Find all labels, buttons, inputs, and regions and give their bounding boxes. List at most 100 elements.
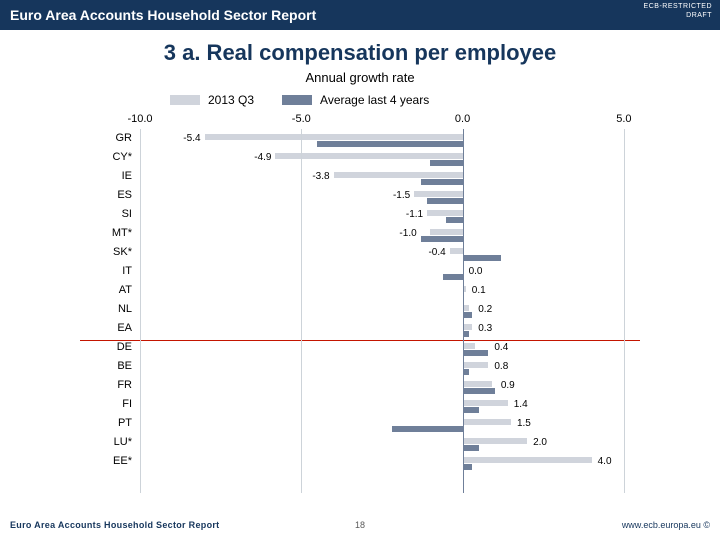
table-row: PT1.5 bbox=[140, 416, 640, 435]
chart-area: 2013 Q3 Average last 4 years GR-5.4CY*-4… bbox=[80, 93, 640, 493]
bar-value-label: 0.3 bbox=[478, 323, 492, 334]
bar-value-label: -5.4 bbox=[183, 133, 200, 144]
footer-left: Euro Area Accounts Household Sector Repo… bbox=[10, 520, 219, 530]
bar-value-label: -1.0 bbox=[399, 228, 416, 239]
header-bar: Euro Area Accounts Household Sector Repo… bbox=[0, 0, 720, 30]
bar-avg bbox=[427, 198, 462, 204]
bar-avg bbox=[443, 274, 462, 280]
legend-swatch-avg bbox=[282, 95, 312, 105]
table-row: SI-1.1 bbox=[140, 207, 640, 226]
bar-q3 bbox=[463, 457, 592, 463]
gridline bbox=[301, 129, 302, 493]
footer-page-number: 18 bbox=[355, 520, 365, 530]
legend: 2013 Q3 Average last 4 years bbox=[170, 93, 429, 107]
bar-q3 bbox=[463, 324, 473, 330]
legend-item-avg: Average last 4 years bbox=[282, 93, 429, 107]
table-row: EA0.3 bbox=[140, 321, 640, 340]
bar-avg bbox=[463, 312, 473, 318]
bar-value-label: 0.8 bbox=[494, 361, 508, 372]
bar-q3 bbox=[450, 248, 463, 254]
row-label: CY* bbox=[80, 151, 132, 163]
bar-avg bbox=[463, 464, 473, 470]
footer: Euro Area Accounts Household Sector Repo… bbox=[10, 520, 710, 530]
row-label: MT* bbox=[80, 227, 132, 239]
row-label: IE bbox=[80, 170, 132, 182]
x-tick-label: -10.0 bbox=[127, 113, 152, 125]
row-label: ES bbox=[80, 189, 132, 201]
legend-item-q3: 2013 Q3 bbox=[170, 93, 254, 107]
table-row: IT0.0 bbox=[140, 264, 640, 283]
bar-q3 bbox=[463, 362, 489, 368]
bar-q3 bbox=[427, 210, 462, 216]
bar-q3 bbox=[463, 343, 476, 349]
bar-avg bbox=[446, 217, 462, 223]
table-row: EE*4.0 bbox=[140, 454, 640, 473]
x-tick-label: 0.0 bbox=[455, 113, 470, 125]
bar-avg bbox=[392, 426, 463, 432]
table-row: SK*-0.4 bbox=[140, 245, 640, 264]
table-row: ES-1.5 bbox=[140, 188, 640, 207]
row-label: FI bbox=[80, 398, 132, 410]
bar-avg bbox=[463, 388, 495, 394]
table-row: CY*-4.9 bbox=[140, 150, 640, 169]
legend-label-q3: 2013 Q3 bbox=[208, 93, 254, 107]
chart-subtitle: Annual growth rate bbox=[0, 70, 720, 85]
bar-q3 bbox=[430, 229, 462, 235]
bar-avg bbox=[430, 160, 462, 166]
bar-q3 bbox=[463, 381, 492, 387]
row-label: NL bbox=[80, 303, 132, 315]
table-row: FI1.4 bbox=[140, 397, 640, 416]
row-label: EA bbox=[80, 322, 132, 334]
bar-value-label: 1.4 bbox=[514, 399, 528, 410]
row-label: SI bbox=[80, 208, 132, 220]
table-row: AT0.1 bbox=[140, 283, 640, 302]
table-row: IE-3.8 bbox=[140, 169, 640, 188]
bar-value-label: -4.9 bbox=[254, 152, 271, 163]
bar-q3 bbox=[463, 438, 528, 444]
bar-value-label: 0.9 bbox=[501, 380, 515, 391]
chart-rows: GR-5.4CY*-4.9IE-3.8ES-1.5SI-1.1MT*-1.0SK… bbox=[140, 131, 640, 493]
x-tick-label: 5.0 bbox=[616, 113, 631, 125]
row-label: DE bbox=[80, 341, 132, 353]
bar-avg bbox=[463, 350, 489, 356]
footer-right: www.ecb.europa.eu © bbox=[622, 520, 710, 530]
x-tick-label: -5.0 bbox=[292, 113, 311, 125]
row-label: IT bbox=[80, 265, 132, 277]
chart-title: 3 a. Real compensation per employee bbox=[0, 40, 720, 66]
restriction-line2: DRAFT bbox=[644, 11, 712, 20]
restriction-line1: ECB-RESTRICTED bbox=[644, 2, 712, 11]
bar-avg bbox=[317, 141, 462, 147]
table-row: MT*-1.0 bbox=[140, 226, 640, 245]
bar-avg bbox=[421, 179, 463, 185]
bar-avg bbox=[421, 236, 463, 242]
row-label: EE* bbox=[80, 455, 132, 467]
bar-value-label: -1.5 bbox=[393, 190, 410, 201]
table-row: DE0.4 bbox=[140, 340, 640, 359]
bar-avg bbox=[463, 407, 479, 413]
restriction-label: ECB-RESTRICTED DRAFT bbox=[644, 2, 712, 20]
zero-line bbox=[463, 129, 464, 493]
row-label: AT bbox=[80, 284, 132, 296]
bar-value-label: 4.0 bbox=[598, 456, 612, 467]
bar-value-label: 1.5 bbox=[517, 418, 531, 429]
row-label: PT bbox=[80, 417, 132, 429]
bar-value-label: 0.0 bbox=[469, 266, 483, 277]
gridline bbox=[140, 129, 141, 493]
table-row: NL0.2 bbox=[140, 302, 640, 321]
gridline bbox=[624, 129, 625, 493]
bar-q3 bbox=[334, 172, 463, 178]
table-row: GR-5.4 bbox=[140, 131, 640, 150]
bar-q3 bbox=[205, 134, 463, 140]
row-label: GR bbox=[80, 132, 132, 144]
table-row: BE0.8 bbox=[140, 359, 640, 378]
row-label: LU* bbox=[80, 436, 132, 448]
row-label: BE bbox=[80, 360, 132, 372]
bar-q3 bbox=[463, 400, 508, 406]
table-row: FR0.9 bbox=[140, 378, 640, 397]
bar-value-label: 0.4 bbox=[494, 342, 508, 353]
bar-q3 bbox=[275, 153, 462, 159]
bar-value-label: 0.1 bbox=[472, 285, 486, 296]
bar-value-label: -1.1 bbox=[406, 209, 423, 220]
bar-avg bbox=[463, 445, 479, 451]
plot-area: GR-5.4CY*-4.9IE-3.8ES-1.5SI-1.1MT*-1.0SK… bbox=[140, 113, 640, 493]
